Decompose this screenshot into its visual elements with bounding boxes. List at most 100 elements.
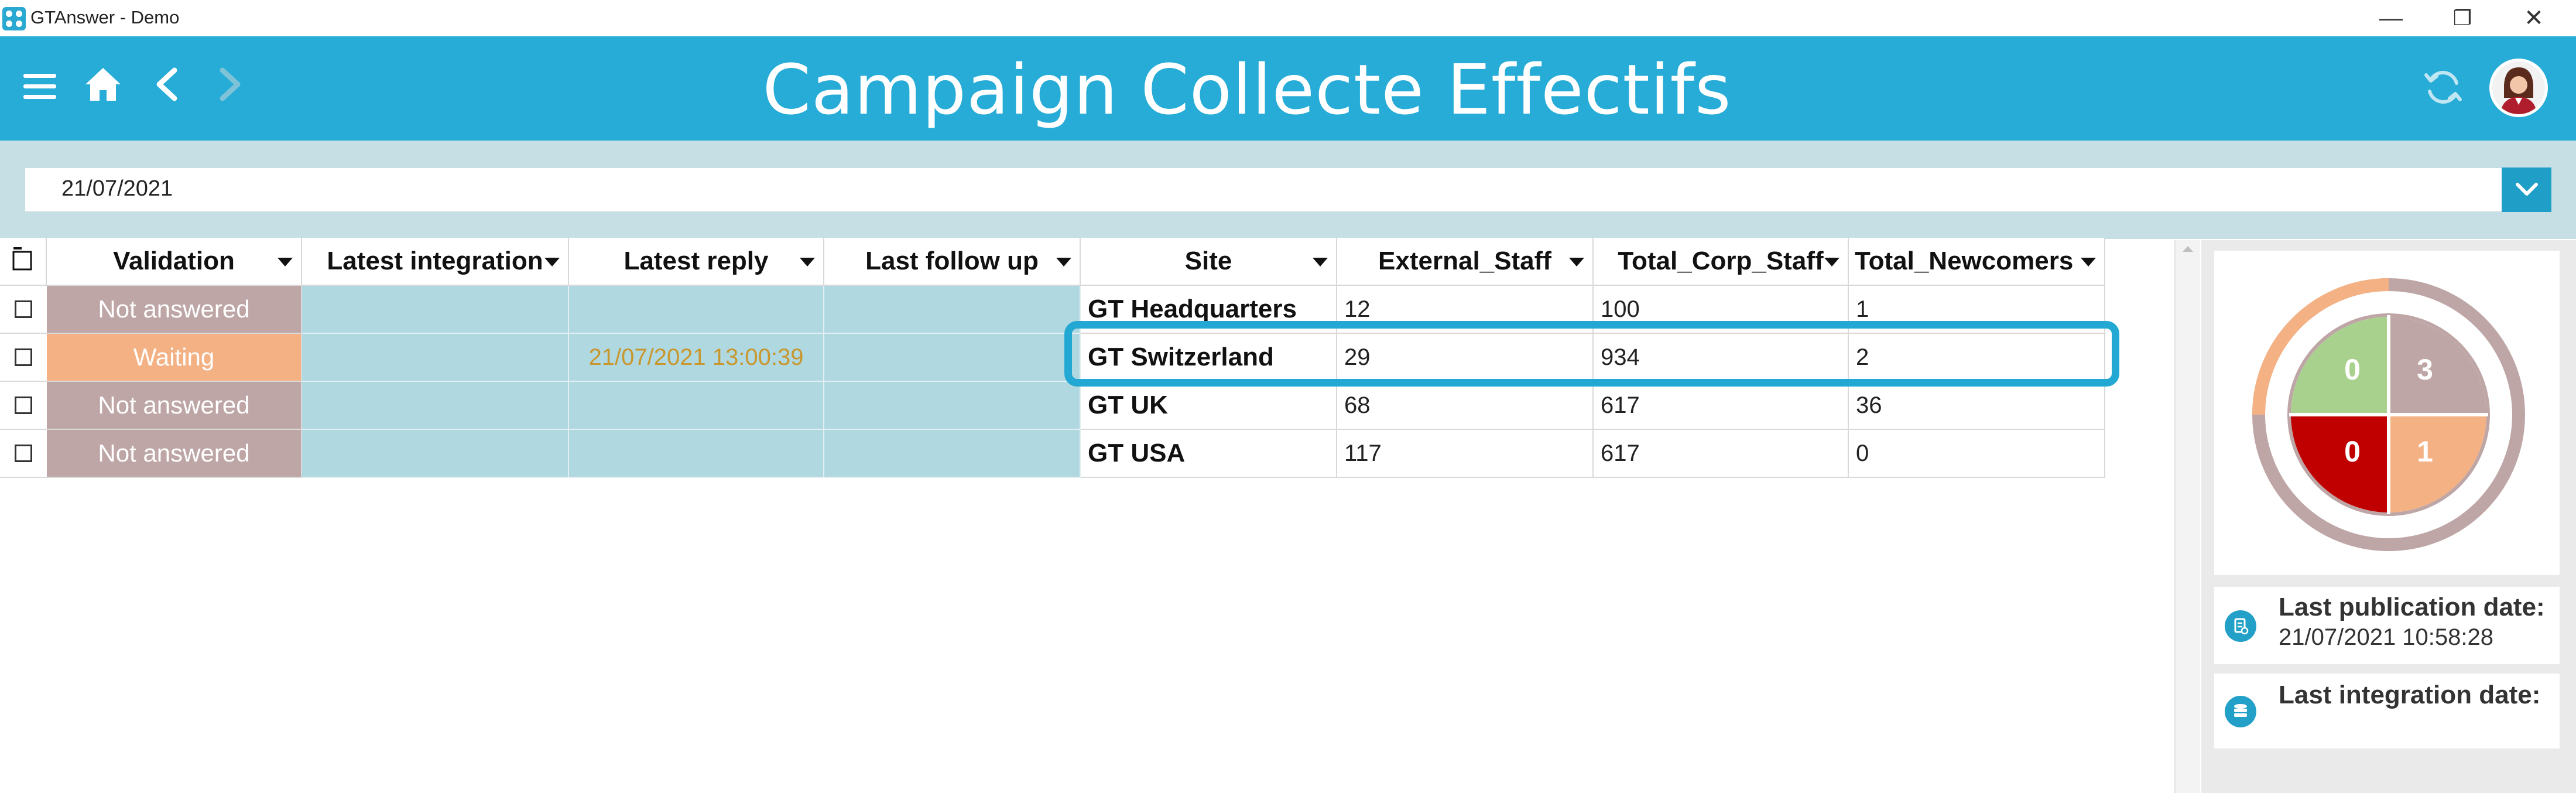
row-checkbox[interactable] <box>15 300 32 318</box>
validation-status-badge: Not answered <box>47 382 302 430</box>
total-corp-staff-cell: 617 <box>1594 382 1849 430</box>
publication-date-label: Last publication date: <box>2279 593 2545 621</box>
row-checkbox[interactable] <box>15 445 32 462</box>
total-corp-staff-cell: 617 <box>1594 430 1849 478</box>
status-quadrant-bottom-left <box>2291 415 2389 512</box>
sort-arrow-icon[interactable] <box>800 258 815 266</box>
row-checkbox-cell[interactable] <box>0 382 47 430</box>
site-cell: GT Switzerland <box>1081 334 1337 382</box>
table-row[interactable]: Not answered GT USA 117 617 0 <box>0 430 2108 478</box>
sort-arrow-icon[interactable] <box>278 258 293 266</box>
page-title: Campaign Collecte Effectifs <box>762 49 1732 130</box>
row-checkbox-cell[interactable] <box>0 334 47 382</box>
close-button[interactable]: ✕ <box>2524 5 2544 31</box>
app-logo-icon <box>2 7 26 30</box>
status-summary-card: 0 3 0 1 <box>2214 251 2560 575</box>
total-corp-staff-cell: 100 <box>1594 286 1849 334</box>
restore-button[interactable]: ❐ <box>2452 6 2472 30</box>
validation-status-badge: Not answered <box>47 286 302 334</box>
minimize-button[interactable]: — <box>2379 5 2403 31</box>
external-staff-cell: 68 <box>1337 382 1594 430</box>
status-ring-progress <box>2252 278 2389 415</box>
latest-integration-cell <box>302 430 569 478</box>
sort-arrow-icon[interactable] <box>1824 258 1839 266</box>
latest-reply-cell <box>569 382 824 430</box>
status-count-label: 3 <box>2417 353 2433 386</box>
total-newcomers-cell: 36 <box>1849 382 2105 430</box>
last-follow-up-cell <box>824 286 1081 334</box>
latest-integration-cell <box>302 334 569 382</box>
column-header-latest-reply[interactable]: Latest reply <box>569 238 824 286</box>
sort-arrow-icon[interactable] <box>544 258 560 266</box>
latest-integration-cell <box>302 382 569 430</box>
column-header-latest-integration[interactable]: Latest integration <box>302 238 569 286</box>
chevron-down-icon <box>2515 183 2538 196</box>
column-header-total-corp-staff[interactable]: Total_Corp_Staff <box>1594 238 1849 286</box>
status-quadrant-top-right <box>2389 317 2486 415</box>
latest-reply-cell: 21/07/2021 13:00:39 <box>569 334 824 382</box>
column-header-label: Last follow up <box>865 247 1039 275</box>
column-header-site[interactable]: Site <box>1081 238 1337 286</box>
publication-date-card: Last publication date: 21/07/2021 10:58:… <box>2214 587 2560 664</box>
row-checkbox[interactable] <box>15 396 32 414</box>
site-cell: GT USA <box>1081 430 1337 478</box>
integration-date-card: Last integration date: <box>2214 674 2560 748</box>
window-title: GTAnswer - Demo <box>30 7 180 28</box>
sort-arrow-icon[interactable] <box>1313 258 1328 266</box>
sort-arrow-icon[interactable] <box>1569 258 1584 266</box>
database-icon <box>2225 696 2256 727</box>
total-newcomers-cell: 1 <box>1849 286 2105 334</box>
select-all-icon <box>12 247 32 271</box>
latest-reply-cell <box>569 286 824 334</box>
validation-status-badge: Not answered <box>47 430 302 478</box>
refresh-icon[interactable] <box>2423 67 2464 108</box>
column-header-label: Site <box>1184 247 1232 275</box>
column-header-validation[interactable]: Validation <box>47 238 302 286</box>
status-quadrant-bottom-right <box>2389 415 2486 512</box>
column-header-label: External_Staff <box>1378 247 1551 275</box>
table-row[interactable]: Waiting 21/07/2021 13:00:39 GT Switzerla… <box>0 334 2108 382</box>
latest-integration-cell <box>302 286 569 334</box>
site-cell: GT UK <box>1081 382 1337 430</box>
publication-date-value: 21/07/2021 10:58:28 <box>2279 624 2494 650</box>
validation-status-badge: Waiting <box>47 334 302 382</box>
status-quadrant-top-left <box>2291 317 2389 415</box>
sort-arrow-icon[interactable] <box>1056 258 1071 266</box>
site-cell: GT Headquarters <box>1081 286 1337 334</box>
row-checkbox-cell[interactable] <box>0 286 47 334</box>
table-scrollbar[interactable] <box>2174 240 2200 793</box>
column-header-label: Validation <box>113 247 235 275</box>
scroll-up-icon[interactable] <box>2183 246 2193 252</box>
back-icon[interactable] <box>151 66 184 103</box>
avatar[interactable] <box>2489 59 2548 117</box>
status-count-label: 0 <box>2344 435 2361 468</box>
date-select-value: 21/07/2021 <box>61 176 173 201</box>
date-select[interactable]: 21/07/2021 <box>25 168 2551 212</box>
app-header: Campaign Collecte Effectifs <box>0 36 2576 141</box>
table-header-row: Validation Latest integration Latest rep… <box>0 238 2108 286</box>
row-checkbox[interactable] <box>15 348 32 366</box>
forward-icon[interactable] <box>213 66 246 103</box>
row-highlight-outline <box>1064 321 2119 387</box>
column-header-label: Latest reply <box>624 247 769 275</box>
status-count-label: 1 <box>2417 435 2433 468</box>
integration-date-label: Last integration date: <box>2279 681 2541 709</box>
window-titlebar: GTAnswer - Demo — ❐ ✕ <box>0 0 2576 36</box>
last-follow-up-cell <box>824 382 1081 430</box>
column-header-total-newcomers[interactable]: Total_Newcomers <box>1849 238 2105 286</box>
menu-icon[interactable] <box>21 68 59 105</box>
table-row[interactable]: Not answered GT Headquarters 12 100 1 <box>0 286 2108 334</box>
external-staff-cell: 12 <box>1337 286 1594 334</box>
row-checkbox-cell[interactable] <box>0 430 47 478</box>
column-header-label: Total_Corp_Staff <box>1618 247 1824 275</box>
table-row[interactable]: Not answered GT UK 68 617 36 <box>0 382 2108 430</box>
status-summary-chart: 0 3 0 1 <box>2252 278 2525 551</box>
publication-icon <box>2225 610 2256 642</box>
home-icon[interactable] <box>83 64 123 104</box>
date-dropdown-button[interactable] <box>2502 168 2551 212</box>
column-header-last-follow-up[interactable]: Last follow up <box>824 238 1081 286</box>
column-header-label: Latest integration <box>327 247 543 275</box>
select-all-checkbox[interactable] <box>0 238 47 286</box>
sort-arrow-icon[interactable] <box>2081 258 2096 266</box>
column-header-external-staff[interactable]: External_Staff <box>1337 238 1594 286</box>
